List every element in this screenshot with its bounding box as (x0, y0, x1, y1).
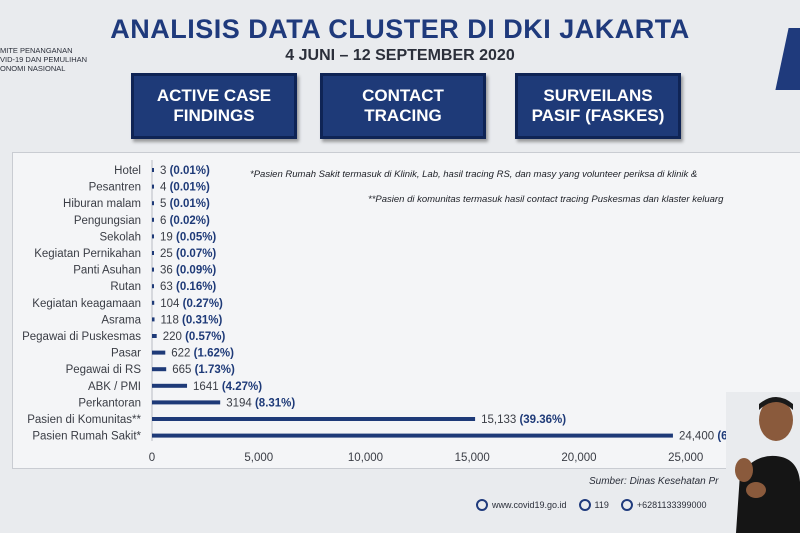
contact-tracing-button[interactable]: CONTACT TRACING (320, 73, 486, 139)
note-hospital: *Pasien Rumah Sakit termasuk di Klinik, … (250, 169, 698, 180)
category-label: Kegiatan keagamaan (32, 298, 141, 310)
data-label: 1641 (4.27%) (193, 381, 262, 393)
category-label: Pengungsian (74, 215, 141, 227)
data-label: 220 (0.57%) (163, 331, 226, 343)
hotline-contact[interactable]: 119 (578, 499, 609, 511)
org-label: MITE PENANGANAN VID-19 DAN PEMULIHAN ONO… (0, 46, 87, 73)
bar (152, 350, 166, 355)
page-subtitle: 4 JUNI – 12 SEPTEMBER 2020 (285, 47, 515, 64)
hotline-label: 119 (594, 500, 609, 510)
category-label: Kegiatan Pernikahan (34, 248, 141, 260)
data-label: 25 (0.07%) (160, 248, 216, 260)
whatsapp-icon (620, 499, 633, 511)
data-label: 118 (0.31%) (161, 314, 223, 326)
org-line: ONOMI NASIONAL (0, 64, 66, 73)
bar (152, 317, 155, 322)
active-case-findings-button[interactable]: ACTIVE CASE FINDINGS (131, 73, 297, 139)
x-tick-label: 0 (149, 452, 155, 464)
bar (152, 367, 167, 372)
bar (152, 184, 154, 189)
whatsapp-label: +6281133399000 (636, 500, 707, 510)
x-tick-label: 20,000 (561, 452, 596, 464)
category-label: Sekolah (99, 231, 141, 243)
website-contact[interactable]: www.covid19.go.id (476, 499, 567, 511)
x-tick-label: 25,000 (668, 452, 703, 464)
globe-icon (476, 499, 488, 511)
data-label: 4 (0.01%) (160, 182, 210, 194)
bar (152, 433, 673, 438)
footer-contacts: www.covid19.go.id 119 +6281133399000 (476, 497, 719, 513)
page-title: ANALISIS DATA CLUSTER DI DKI JAKARTA (110, 14, 690, 44)
surveilans-pasif-button[interactable]: SURVEILANS PASIF (FASKES) (515, 73, 681, 139)
data-label: 63 (0.16%) (160, 281, 216, 293)
category-label: Rutan (110, 281, 141, 293)
category-label: ABK / PMI (88, 381, 141, 393)
data-label: 36 (0.09%) (160, 265, 216, 277)
bar (152, 284, 154, 289)
category-label: Asrama (101, 314, 141, 326)
data-label: 15,133 (39.36%) (481, 414, 566, 426)
bar (152, 300, 155, 305)
data-label: 665 (1.73%) (172, 364, 235, 376)
chart-panel (12, 152, 800, 469)
category-label: Pegawai di RS (66, 364, 142, 376)
bar (152, 383, 188, 388)
note-community: **Pasien di komunitas termasuk hasil con… (368, 194, 724, 205)
data-label: 104 (0.27%) (160, 298, 223, 310)
website-label: www.covid19.go.id (492, 500, 567, 510)
category-label: Pasien Rumah Sakit* (32, 431, 141, 443)
category-label: Hotel (114, 165, 141, 177)
source-label: Sumber: Dinas Kesehatan Pr (589, 476, 719, 487)
org-line: VID-19 DAN PEMULIHAN (0, 55, 88, 64)
data-label: 6 (0.02%) (160, 215, 210, 227)
bar (152, 251, 154, 255)
org-line: MITE PENANGANAN (0, 46, 73, 55)
x-tick-label: 15,000 (455, 452, 490, 464)
bar (152, 168, 154, 172)
bar (152, 400, 221, 405)
category-label: Pegawai di Puskesmas (22, 331, 141, 343)
bar (152, 334, 157, 338)
bar (152, 201, 154, 206)
data-label: 3 (0.01%) (160, 165, 210, 177)
category-label: Panti Asuhan (73, 265, 141, 277)
sign-language-interpreter (726, 392, 800, 533)
category-label: Hiburan malam (63, 198, 141, 210)
category-label: Pasien di Komunitas** (27, 414, 141, 426)
bar (152, 217, 154, 222)
category-label: Pesantren (89, 182, 141, 194)
x-tick-label: 10,000 (348, 452, 383, 464)
data-label: 5 (0.01%) (160, 198, 210, 210)
bar (152, 234, 154, 239)
category-label: Pasar (111, 348, 141, 360)
category-label: Perkantoran (78, 397, 141, 409)
whatsapp-contact[interactable]: +6281133399000 (620, 499, 707, 511)
bar (152, 267, 154, 272)
headset-icon (578, 499, 591, 511)
data-label: 3194 (8.31%) (226, 397, 295, 409)
data-label: 622 (1.62%) (171, 348, 234, 360)
data-label: 19 (0.05%) (160, 231, 216, 243)
x-tick-label: 5,000 (244, 452, 273, 464)
bar (152, 417, 476, 421)
